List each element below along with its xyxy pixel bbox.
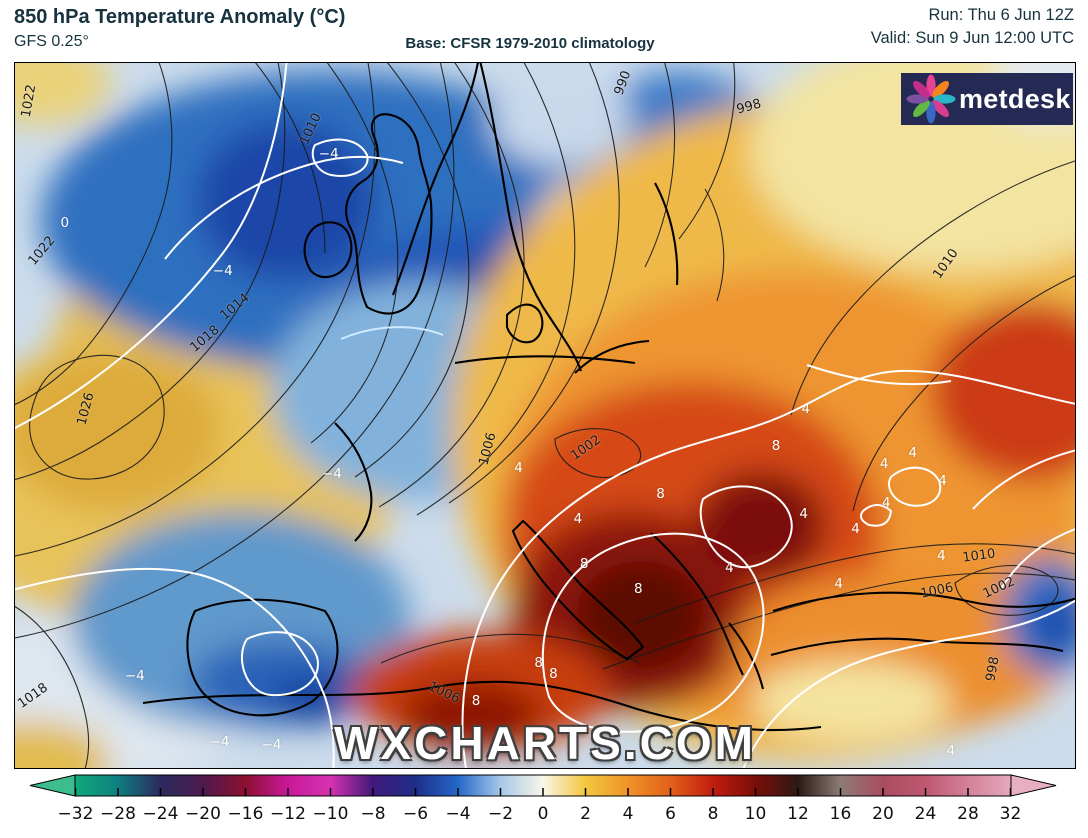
colorbar-tick-label: −20 [185,804,221,824]
anomaly-label: 4 [882,494,891,511]
colorbar-tick-label: −2 [488,804,513,824]
colorbar-tick-label: 20 [872,804,894,824]
anomaly-label: 8 [633,580,643,597]
isobar-lines [15,63,1075,768]
metdesk-flower-icon [906,74,956,124]
anomaly-label: 4 [573,511,583,528]
anomaly-field [15,63,1075,768]
anomaly-label: 4 [801,401,811,418]
colorbar-tick-label: 12 [787,804,809,824]
colorbar-tick-label: −12 [270,804,306,824]
run-time-label: Run: Thu 6 Jun 12Z [928,6,1074,24]
colorbar-svg: −32 −28 −24 −20 −16 −12 −10 −8 −6 −4 −2 0 2 4 6 8 10 12 16… [29,774,1057,824]
colorbar-tick-label: 16 [830,804,852,824]
colorbar-tick-label: −10 [313,804,349,824]
anomaly-label: 8 [534,654,543,671]
metdesk-logo: metdesk [901,73,1073,125]
colorbar-tick-label: 2 [580,804,591,824]
map-area: metdesk WXCHARTS.COM 1022 1010 990 998 1022 1… [14,62,1076,769]
anomaly-label: −4 [124,668,145,685]
valid-time-label: Valid: Sun 9 Jun 12:00 UTC [870,29,1074,47]
anomaly-label: 8 [771,437,781,454]
anomaly-label: 0 [60,215,70,232]
anomaly-label: 4 [851,521,860,537]
climatology-label: Base: CFSR 1979-2010 climatology [405,35,655,52]
colorbar-tick-label: −6 [403,804,428,824]
anomaly-label: −4 [212,262,233,279]
colorbar-tick-label: 24 [915,804,937,824]
anomaly-label: −4 [261,736,282,753]
colorbar-tick-label: 0 [538,804,549,824]
page-title: 850 hPa Temperature Anomaly (°C) [14,6,346,28]
anomaly-label: 8 [471,693,481,710]
colorbar: −32 −28 −24 −20 −16 −12 −10 −8 −6 −4 −2 0 2 4 6 8 10 12 16… [0,767,1088,833]
metdesk-logo-text: metdesk [959,83,1071,114]
anomaly-label: 4 [725,559,734,576]
colorbar-tick-label: 32 [1000,804,1022,824]
colorbar-tick-label: 10 [745,804,767,824]
anomaly-label: 4 [514,459,523,476]
anomaly-label: −4 [209,733,230,750]
anomaly-label: −4 [321,466,342,482]
colorbar-tick-label: −28 [100,804,136,824]
anomaly-label: 4 [938,473,947,490]
anomaly-label: 8 [656,485,665,502]
colorbar-tick-label: −8 [360,804,385,824]
colorbar-tick-label: 8 [708,804,719,824]
colorbar-tick-label: 6 [665,804,676,824]
anomaly-label: 4 [946,743,956,760]
anomaly-label: 4 [879,456,889,473]
colorbar-tick-label: −24 [143,804,179,824]
colorbar-tick-label: −32 [58,804,94,824]
model-label: GFS 0.25° [14,33,89,50]
anomaly-label: 4 [908,444,918,461]
anomaly-label: 4 [799,506,808,523]
anomaly-label: 4 [834,575,843,592]
anomaly-contours [15,63,1075,768]
colorbar-tick-label: −16 [228,804,264,824]
anomaly-label: 4 [937,547,946,564]
colorbar-tick-label: 28 [957,804,979,824]
colorbar-tick-label: −4 [445,804,470,824]
anomaly-label: 8 [579,556,589,573]
anomaly-label: 8 [549,666,558,683]
colorbar-tick-label: 4 [623,804,634,824]
anomaly-label: −4 [318,145,339,162]
wxcharts-watermark: WXCHARTS.COM [334,716,756,769]
